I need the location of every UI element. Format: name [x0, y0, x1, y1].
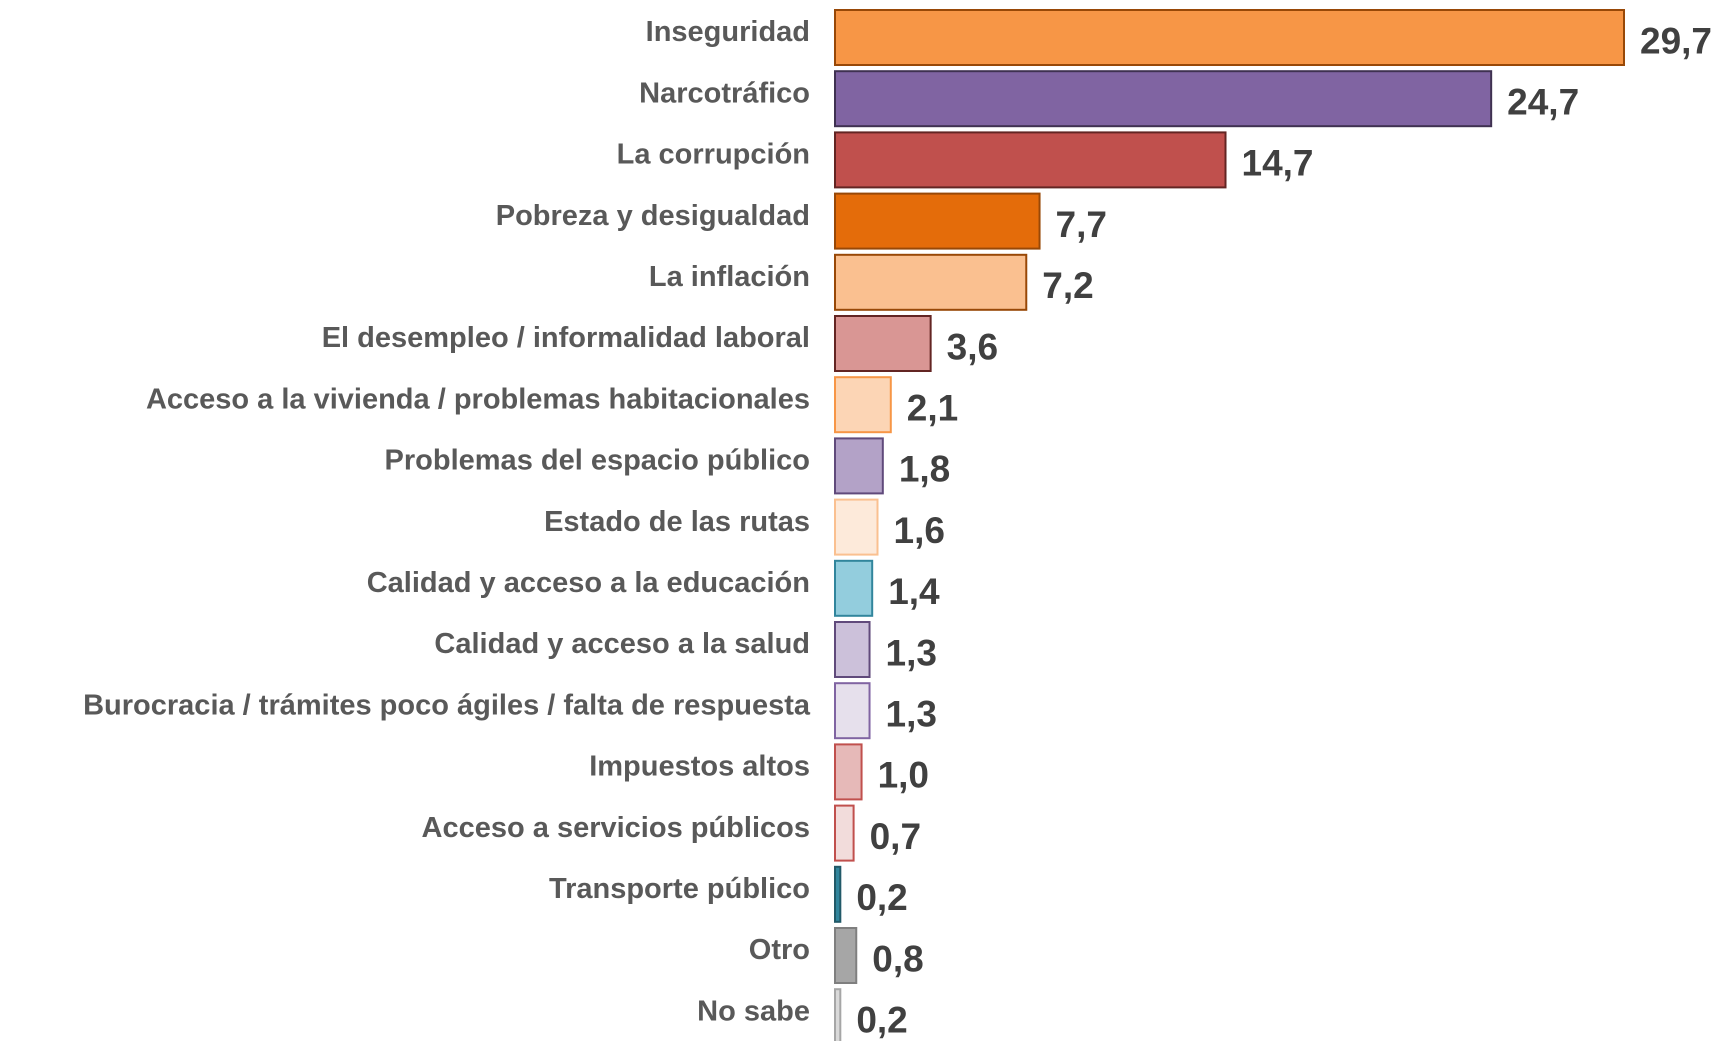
category-label: El desempleo / informalidad laboral: [322, 322, 810, 354]
category-label: Estado de las rutas: [544, 506, 810, 538]
category-label: La corrupción: [617, 139, 810, 171]
bar: [834, 253, 1028, 311]
value-label: 24,7: [1507, 81, 1579, 122]
value-label: 14,7: [1242, 143, 1314, 184]
bar: [834, 927, 858, 984]
value-label: 1,0: [878, 755, 929, 796]
value-label: 1,3: [886, 632, 937, 673]
value-label: 1,6: [894, 510, 945, 551]
bar: [834, 865, 842, 923]
value-label: 7,7: [1056, 204, 1107, 245]
category-label: La inflación: [649, 261, 810, 293]
bar: [834, 437, 884, 495]
value-label: 3,6: [947, 326, 998, 367]
bar: [834, 621, 871, 678]
category-label: Calidad y acceso a la salud: [434, 628, 810, 660]
category-label: Narcotráfico: [639, 77, 810, 109]
category-label: Problemas del espacio público: [385, 445, 810, 477]
bar: [834, 315, 932, 372]
bar: [834, 376, 892, 434]
category-label: Inseguridad: [646, 16, 810, 48]
value-label: 0,8: [872, 938, 923, 979]
bar: [834, 70, 1493, 128]
value-label: 7,2: [1042, 265, 1093, 306]
value-label: 1,4: [888, 571, 940, 612]
category-label: Burocracia / trámites poco ágiles / falt…: [83, 689, 811, 721]
category-label: Pobreza y desigualdad: [496, 200, 810, 232]
category-label: Calidad y acceso a la educación: [367, 567, 810, 599]
value-label: 29,7: [1640, 20, 1712, 61]
category-label: Acceso a la vivienda / problemas habitac…: [146, 383, 810, 415]
bar: [834, 9, 1625, 66]
category-label: Impuestos altos: [589, 751, 810, 783]
bar: [834, 682, 871, 740]
bar: [834, 804, 855, 862]
bar: [834, 743, 863, 801]
bar: [834, 131, 1227, 189]
category-label: Acceso a servicios públicos: [422, 812, 810, 844]
category-label: Otro: [749, 934, 810, 966]
value-label: 2,1: [907, 387, 958, 428]
value-label: 0,2: [856, 877, 907, 918]
category-label: No sabe: [697, 995, 810, 1027]
value-label: 0,2: [856, 999, 907, 1040]
value-label: 1,3: [886, 693, 937, 734]
bar: [834, 192, 1041, 250]
value-label: 0,7: [870, 816, 921, 857]
value-label: 1,8: [899, 449, 950, 490]
bar: [834, 559, 874, 617]
bar: [834, 498, 879, 556]
bar: [834, 988, 842, 1041]
category-label: Transporte público: [549, 873, 810, 905]
